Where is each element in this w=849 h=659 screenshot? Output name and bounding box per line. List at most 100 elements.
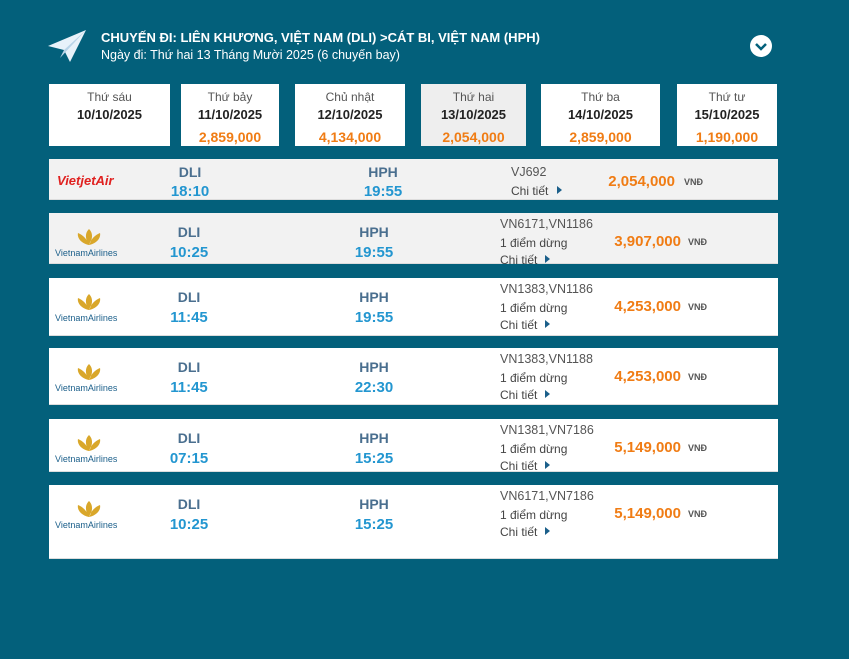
flight-row[interactable]: VietnamAirlines DLI 10:25 HPH 19:55 VN6171,VN… xyxy=(49,213,778,267)
stops: 1 điểm dừng xyxy=(500,236,568,250)
date-tab[interactable]: Thứ bảy 11/10/2025 2,859,000 xyxy=(181,84,279,146)
destination: HPH xyxy=(359,359,389,375)
destination: HPH xyxy=(359,430,389,446)
currency: VNĐ xyxy=(683,177,703,187)
departure-time: 10:25 xyxy=(169,244,209,261)
flight-row[interactable]: VietnamAirlines DLI 07:15 HPH 15:25 VN1381,VN… xyxy=(49,419,778,472)
currency: VNĐ xyxy=(687,302,707,312)
date: 11/10/2025 xyxy=(197,107,263,122)
currency: VNĐ xyxy=(687,443,707,453)
date-tab[interactable]: Thứ hai 13/10/2025 2,054,000 xyxy=(421,84,526,146)
lotus-icon xyxy=(77,294,101,310)
currency: VNĐ xyxy=(687,509,707,519)
flight-row[interactable]: VietnamAirlines DLI 10:25 HPH 15:25 VN6171,VN… xyxy=(49,485,778,559)
date: 14/10/2025 xyxy=(567,107,634,122)
stops: 1 điểm dừng xyxy=(500,371,568,385)
departure-time: 11:45 xyxy=(170,309,208,326)
destination: HPH xyxy=(359,289,389,305)
detail-arrow xyxy=(545,320,550,328)
flight-code: VN6171,VN1186 xyxy=(500,217,593,231)
day: Thứ sáu xyxy=(87,90,132,104)
origin: DLI xyxy=(177,496,201,512)
price: 5,149,000 xyxy=(614,439,681,456)
date-price: 2,859,000 xyxy=(198,129,262,145)
stops: 1 điểm dừng xyxy=(500,301,568,315)
collapse-button[interactable] xyxy=(749,34,773,58)
currency: VNĐ xyxy=(687,372,707,382)
date-price: 2,859,000 xyxy=(569,129,632,145)
date-price: 2,054,000 xyxy=(442,129,505,145)
price: 2,054,000 xyxy=(608,173,675,190)
departure-time: 07:15 xyxy=(169,450,209,467)
flight-code: VN1383,VN1186 xyxy=(500,282,593,296)
origin: DLI xyxy=(177,430,201,446)
detail-arrow xyxy=(545,390,550,398)
detail-arrow xyxy=(545,255,550,263)
date-tab[interactable]: Chủ nhật 12/10/2025 4,134,000 xyxy=(295,84,405,146)
airline-logo: VietnamAirlines xyxy=(55,313,118,323)
price: 5,149,000 xyxy=(614,505,681,522)
flight-row[interactable]: VietjetAir DLI 18:10 HPH 19:55 VJ692 Chi tiết 2… xyxy=(49,159,778,200)
origin: DLI xyxy=(177,289,201,305)
lotus-icon xyxy=(77,364,101,380)
departure-time: 18:10 xyxy=(170,183,210,200)
airline-logo: VietjetAir xyxy=(57,173,114,188)
detail-link[interactable]: Chi tiết xyxy=(500,318,538,332)
detail-link[interactable]: Chi tiết xyxy=(500,388,538,402)
detail-arrow xyxy=(545,461,550,469)
destination: HPH xyxy=(359,224,389,240)
date-tab[interactable]: Thứ tư 15/10/2025 1,190,000 xyxy=(677,84,777,146)
detail-arrow xyxy=(545,527,550,535)
flight-code: VN1383,VN1188 xyxy=(500,352,593,366)
price: 3,907,000 xyxy=(614,233,681,250)
stops: 1 điểm dừng xyxy=(500,508,568,522)
lotus-icon xyxy=(77,229,101,245)
detail-link[interactable]: Chi tiết xyxy=(500,459,538,473)
day: Thứ hai xyxy=(452,90,495,104)
day: Chủ nhật xyxy=(325,90,375,104)
departure-time: 10:25 xyxy=(169,516,209,533)
date: 10/10/2025 xyxy=(76,107,143,122)
stops: 1 điểm dừng xyxy=(500,442,568,456)
airline-logo: VietnamAirlines xyxy=(55,520,118,530)
airline-logo: VietnamAirlines xyxy=(55,454,118,464)
price: 4,253,000 xyxy=(614,368,681,385)
origin: DLI xyxy=(177,224,201,240)
flight-row[interactable]: VietnamAirlines DLI 11:45 HPH 22:30 VN1383,VN… xyxy=(49,348,778,405)
flight-row[interactable]: VietnamAirlines DLI 11:45 HPH 19:55 VN1383,VN… xyxy=(49,278,778,336)
airline-logo: VietnamAirlines xyxy=(55,383,118,393)
date: 13/10/2025 xyxy=(440,107,507,122)
detail-link[interactable]: Chi tiết xyxy=(500,525,538,539)
arrival-time: 19:55 xyxy=(354,309,394,326)
date-tab[interactable]: Thứ sáu 10/10/2025 xyxy=(49,84,170,146)
detail-link[interactable]: Chi tiết xyxy=(511,184,549,198)
date: 15/10/2025 xyxy=(694,107,760,122)
date: 12/10/2025 xyxy=(317,107,383,122)
day: Thứ tư xyxy=(708,90,746,104)
arrival-time: 15:25 xyxy=(354,450,394,467)
date-tab[interactable]: Thứ ba 14/10/2025 2,859,000 xyxy=(541,84,660,146)
date-price: 4,134,000 xyxy=(318,129,382,145)
title: CHUYẾN ĐI: LIÊN KHƯƠNG, VIỆT NAM (DLI) >… xyxy=(101,30,540,45)
lotus-icon xyxy=(77,435,101,451)
flight-code: VJ692 xyxy=(511,165,547,179)
origin: DLI xyxy=(178,164,202,180)
destination: HPH xyxy=(368,164,398,180)
detail-arrow xyxy=(557,186,562,194)
destination: HPH xyxy=(359,496,389,512)
day: Thứ bảy xyxy=(207,90,253,104)
airline-logo: VietnamAirlines xyxy=(55,248,118,258)
subtitle: Ngày đi: Thứ hai 13 Tháng Mười 2025 (6 c… xyxy=(101,48,400,62)
flight-code: VN1381,VN7186 xyxy=(500,423,594,437)
plane-icon xyxy=(48,30,86,62)
lotus-icon xyxy=(77,501,101,517)
detail-link[interactable]: Chi tiết xyxy=(500,253,538,267)
departure-time: 11:45 xyxy=(170,379,208,396)
currency: VNĐ xyxy=(687,237,707,247)
arrival-time: 19:55 xyxy=(354,244,394,261)
price: 4,253,000 xyxy=(614,298,681,315)
origin: DLI xyxy=(177,359,201,375)
arrival-time: 15:25 xyxy=(354,516,394,533)
day: Thứ ba xyxy=(581,90,620,104)
